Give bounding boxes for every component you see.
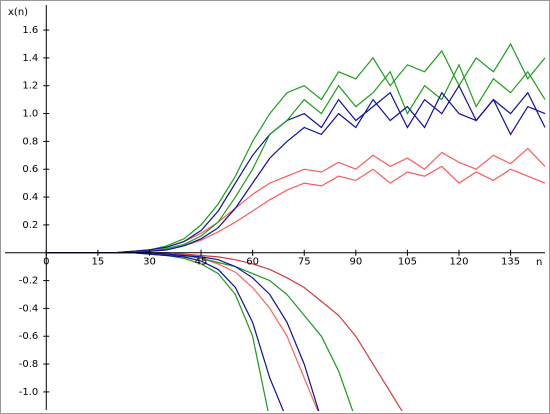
x-tick-label: 90 bbox=[349, 257, 362, 268]
y-tick-label: -0.6 bbox=[19, 331, 39, 342]
x-tick-label: 45 bbox=[195, 257, 208, 268]
x-tick-label: 120 bbox=[449, 257, 468, 268]
x-axis-label: n bbox=[536, 257, 542, 268]
y-tick-label: 1.6 bbox=[22, 25, 38, 36]
y-axis-label: x(n) bbox=[8, 7, 28, 18]
y-tick-label: 0.2 bbox=[22, 220, 38, 231]
y-tick-label: -1.0 bbox=[19, 387, 39, 398]
y-tick-label: 1.4 bbox=[22, 53, 38, 64]
x-tick-label: 0 bbox=[43, 257, 49, 268]
y-tick-label: 1.2 bbox=[22, 81, 38, 92]
y-tick-label: -0.2 bbox=[19, 276, 39, 287]
y-tick-label: 0.6 bbox=[22, 164, 38, 175]
x-tick-label: 60 bbox=[246, 257, 259, 268]
y-tick-label: -0.8 bbox=[19, 359, 39, 370]
y-tick-label: 1.0 bbox=[22, 109, 38, 120]
x-tick-label: 15 bbox=[91, 257, 104, 268]
x-tick-label: 30 bbox=[143, 257, 156, 268]
x-tick-label: 105 bbox=[398, 257, 417, 268]
y-tick-label: 0.4 bbox=[22, 192, 38, 203]
y-tick-label: 0.8 bbox=[22, 136, 38, 147]
y-tick-label: -0.4 bbox=[19, 303, 39, 314]
series-line bbox=[46, 84, 546, 254]
x-tick-label: 135 bbox=[501, 257, 520, 268]
x-tick-label: 75 bbox=[298, 257, 311, 268]
